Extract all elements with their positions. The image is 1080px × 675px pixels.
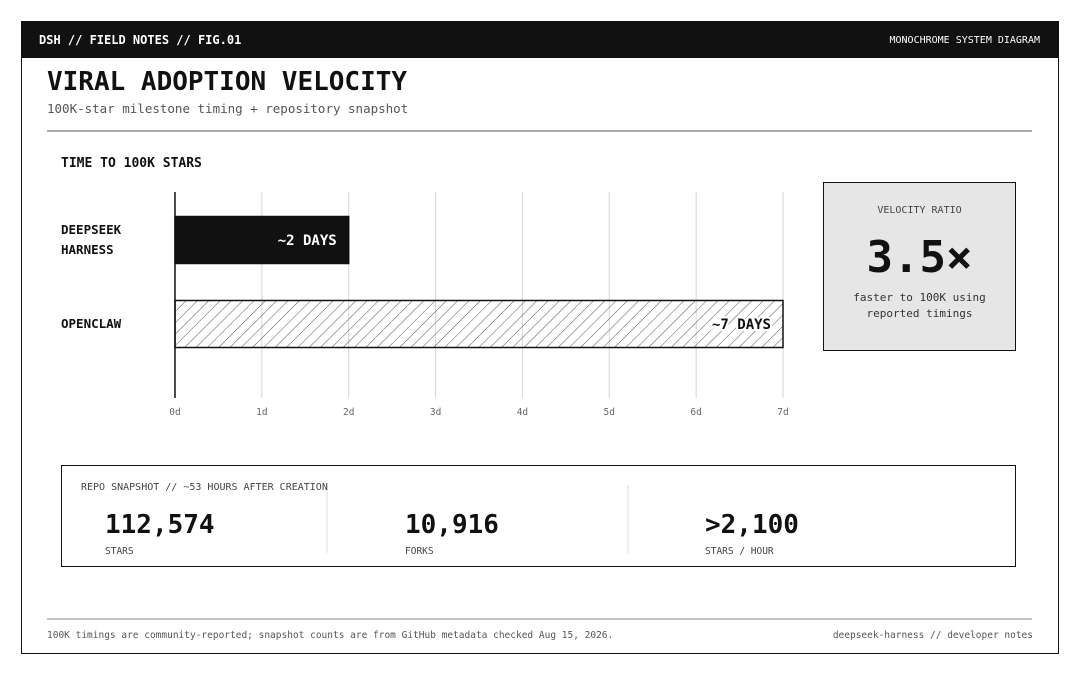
bar xyxy=(174,215,350,265)
stat-label: STARS xyxy=(105,546,134,557)
header-left: DSH // FIELD NOTES // FIG.01 xyxy=(39,33,242,47)
category-label: DEEPSEEK HARNESS xyxy=(61,222,122,257)
x-tick-label: 6d xyxy=(690,407,701,418)
stat-value: 10,916 xyxy=(405,510,499,540)
header-right: MONOCHROME SYSTEM DIAGRAM xyxy=(889,35,1040,46)
value-label: ~7 DAYS xyxy=(712,317,771,333)
ratio-label: VELOCITY RATIO xyxy=(877,205,962,216)
x-tick-label: 1d xyxy=(256,407,267,418)
chart: 0d 1d 2d 3d 4d 5d 6d 7d ~2 DAYS ~7 DAYS xyxy=(169,192,789,418)
stat-value: 112,574 xyxy=(105,510,215,540)
x-tick-label: 2d xyxy=(343,407,354,418)
subtitle: 100K-star milestone timing + repository … xyxy=(47,101,409,116)
stat-label: FORKS xyxy=(405,546,434,557)
x-tick-label: 5d xyxy=(604,407,615,418)
x-tick-label: 3d xyxy=(430,407,441,418)
x-tick-label: 4d xyxy=(517,407,528,418)
ratio-value: 3.5× xyxy=(866,232,973,283)
chart-title: TIME TO 100K STARS xyxy=(61,156,202,171)
snapshot-title: REPO SNAPSHOT // ~53 HOURS AFTER CREATIO… xyxy=(81,482,328,493)
footer-left: 100K timings are community-reported; sna… xyxy=(47,630,614,641)
header-bar xyxy=(21,21,1059,58)
value-label: ~2 DAYS xyxy=(278,233,337,249)
ratio-caption: faster to 100K using reported timings xyxy=(853,291,986,320)
snapshot-box xyxy=(61,465,1016,567)
x-tick-label: 7d xyxy=(777,407,788,418)
stat-label: STARS / HOUR xyxy=(705,546,774,557)
category-label: OPENCLAW xyxy=(61,316,122,331)
x-tick-label: 0d xyxy=(169,407,180,418)
stat-value: >2,100 xyxy=(705,510,799,540)
bar xyxy=(174,299,784,349)
ratio-panel xyxy=(823,182,1016,351)
title: VIRAL ADOPTION VELOCITY xyxy=(47,67,408,97)
footer-right: deepseek-harness // developer notes xyxy=(832,630,1033,641)
